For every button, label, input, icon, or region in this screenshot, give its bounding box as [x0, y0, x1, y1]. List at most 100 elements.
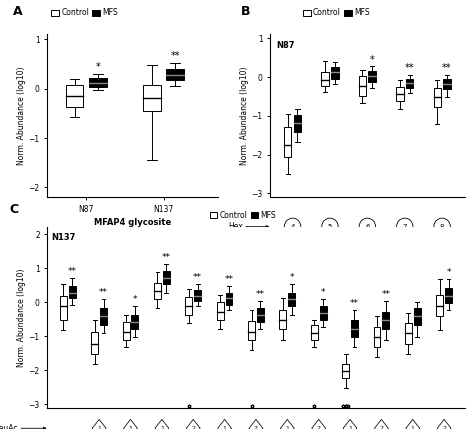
Text: *: * — [370, 54, 374, 65]
Text: A: A — [13, 5, 23, 18]
Text: **: ** — [162, 253, 171, 262]
Bar — [322, 246, 338, 260]
Legend: Control, MFS: Control, MFS — [303, 9, 370, 18]
Text: **: ** — [405, 63, 414, 73]
Text: 2: 2 — [402, 250, 407, 256]
Y-axis label: Norm. Abundance (log10): Norm. Abundance (log10) — [239, 66, 248, 165]
Text: Hex: Hex — [228, 222, 243, 231]
Text: 2: 2 — [365, 250, 370, 256]
Bar — [143, 85, 161, 111]
Text: 6: 6 — [365, 224, 370, 230]
Bar — [434, 246, 450, 260]
Bar — [396, 87, 403, 101]
Text: *: * — [447, 268, 451, 277]
Bar — [194, 290, 201, 302]
Bar — [65, 85, 83, 107]
Text: 2: 2 — [291, 250, 295, 256]
Text: 1: 1 — [128, 426, 132, 429]
Text: 2: 2 — [317, 426, 321, 429]
Legend: Control, MFS: Control, MFS — [51, 9, 118, 18]
Text: 2: 2 — [440, 250, 444, 256]
Text: **: ** — [171, 51, 180, 61]
Text: 1: 1 — [348, 426, 352, 429]
Bar — [131, 315, 138, 329]
Bar — [321, 73, 329, 85]
Text: **: ** — [193, 273, 202, 282]
Bar — [163, 271, 170, 284]
Bar — [445, 288, 452, 303]
Bar — [368, 71, 376, 82]
Bar — [89, 78, 107, 87]
Bar — [342, 364, 349, 378]
Bar — [351, 320, 358, 337]
Text: **: ** — [256, 290, 265, 299]
Text: **: ** — [350, 299, 359, 308]
Text: *: * — [95, 62, 100, 72]
Y-axis label: Norm. Abundance (log10): Norm. Abundance (log10) — [17, 66, 26, 165]
Text: *: * — [321, 288, 325, 297]
Text: 1: 1 — [411, 426, 415, 429]
Text: 2: 2 — [328, 250, 332, 256]
Text: **: ** — [68, 267, 77, 276]
X-axis label: MFAP4 glycosite: MFAP4 glycosite — [94, 218, 171, 227]
Text: 4: 4 — [291, 224, 295, 230]
Bar — [294, 115, 301, 132]
Bar — [217, 302, 224, 320]
Text: 2: 2 — [379, 426, 383, 429]
Bar — [123, 322, 129, 340]
Bar — [359, 246, 375, 260]
Text: NeuAc: NeuAc — [0, 424, 18, 429]
Text: **: ** — [225, 275, 234, 284]
Bar — [406, 79, 413, 88]
Text: **: ** — [99, 288, 108, 297]
Bar — [443, 79, 451, 89]
Bar — [383, 312, 389, 329]
Text: 2: 2 — [442, 426, 446, 429]
Text: 2: 2 — [191, 426, 195, 429]
Text: B: B — [241, 5, 251, 18]
Text: 5: 5 — [328, 224, 332, 230]
Text: N87: N87 — [276, 41, 294, 50]
Bar — [311, 325, 318, 340]
Bar — [288, 293, 295, 306]
Bar — [166, 69, 184, 80]
Text: HexNAc: HexNAc — [213, 248, 243, 257]
Bar — [436, 295, 443, 317]
Bar — [100, 308, 107, 325]
Text: C: C — [10, 203, 19, 216]
Bar — [91, 332, 98, 354]
Text: 1: 1 — [223, 426, 227, 429]
Text: 1: 1 — [97, 426, 101, 429]
Bar — [396, 246, 413, 260]
Bar — [248, 321, 255, 340]
Bar — [154, 284, 161, 299]
Text: 7: 7 — [402, 224, 407, 230]
Bar — [185, 297, 192, 315]
Text: *: * — [290, 273, 294, 282]
Text: *: * — [133, 295, 137, 304]
Bar — [69, 286, 76, 298]
Bar — [331, 67, 338, 79]
Bar — [374, 326, 381, 347]
Text: 8: 8 — [440, 224, 444, 230]
Text: N137: N137 — [52, 233, 76, 242]
Text: 1: 1 — [160, 426, 164, 429]
Bar — [319, 306, 327, 320]
Bar — [434, 88, 441, 107]
Bar — [284, 127, 292, 157]
Bar — [359, 76, 366, 96]
Text: 1: 1 — [285, 426, 289, 429]
Legend: Control, MFS: Control, MFS — [210, 211, 276, 220]
Bar — [284, 246, 301, 260]
Bar — [60, 296, 67, 320]
Text: 2: 2 — [254, 426, 258, 429]
Bar — [226, 293, 232, 305]
Y-axis label: Norm. Abundance (log10): Norm. Abundance (log10) — [17, 268, 26, 367]
Bar — [257, 308, 264, 322]
Bar — [405, 323, 412, 344]
Text: **: ** — [381, 290, 390, 299]
Bar — [414, 308, 420, 325]
X-axis label: Glycan composition: Glycan composition — [321, 233, 414, 242]
Text: **: ** — [442, 63, 452, 73]
Bar — [280, 310, 286, 329]
